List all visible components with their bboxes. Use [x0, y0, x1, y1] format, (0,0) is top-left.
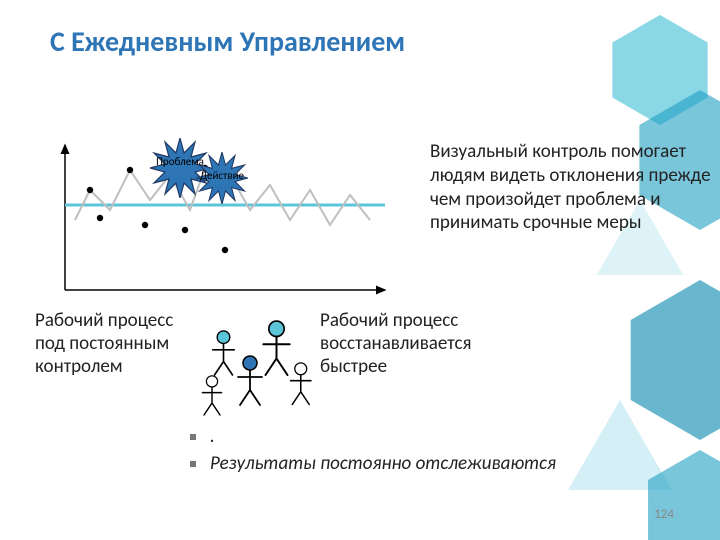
burst-action-label: Действие	[198, 170, 246, 181]
page-number: 124	[654, 507, 674, 522]
mid-caption: Рабочий процесс восстанавливается быстре…	[320, 310, 530, 378]
bullet-text: Результаты постоянно отслеживаются	[210, 452, 556, 475]
left-caption: Рабочий процесс под постоянным контролем	[35, 310, 205, 378]
bullet-text: .	[210, 425, 215, 448]
bullet-list: . Результаты постоянно отслеживаются	[190, 425, 670, 479]
people-figures	[200, 320, 330, 430]
page-title: С Ежедневным Управлением	[50, 24, 405, 59]
description-text: Визуальный контроль помогает людям видет…	[430, 140, 720, 235]
burst-action: Действие	[196, 152, 248, 198]
